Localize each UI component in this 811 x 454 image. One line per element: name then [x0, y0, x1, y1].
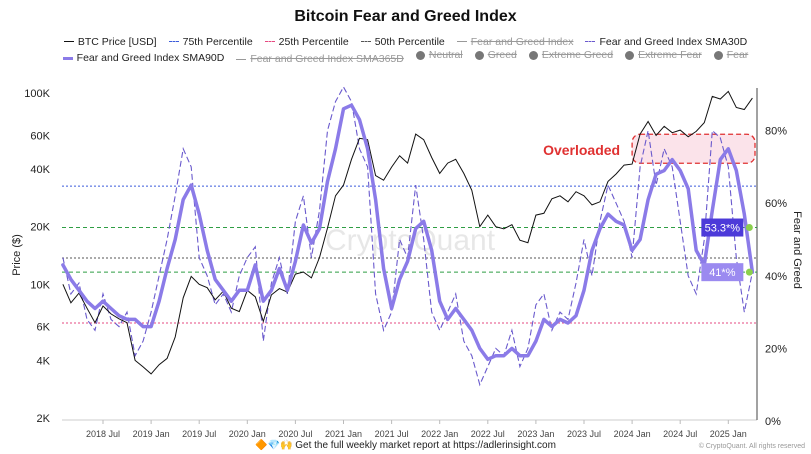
x-tick-label: 2019 Jul — [182, 429, 216, 439]
legend-label: Fear and Greed Index SMA365D — [250, 53, 404, 65]
series-line — [62, 90, 753, 375]
legend-line-icon — [456, 41, 467, 42]
copyright: © CryptoQuant. All rights reserved — [698, 443, 805, 450]
value-label-box — [701, 263, 744, 282]
legend-label: Fear and Greed Index — [470, 35, 574, 48]
value-label: 53.3*% — [705, 223, 741, 235]
legend-label: Extreme Greed — [541, 49, 614, 61]
y-left-tick-label: 10K — [30, 279, 50, 291]
footer-emoji-icons: 🔶💎🙌 — [255, 440, 293, 451]
y-right-tick-label: 80% — [765, 126, 787, 138]
legend-item[interactable]: 25th Percentile — [264, 35, 349, 48]
legend-label: Fear — [726, 49, 749, 61]
x-tick-label: 2020 Jul — [278, 429, 312, 439]
legend-item[interactable]: 75th Percentile — [168, 35, 253, 48]
legend-label: 75th Percentile — [182, 35, 253, 48]
legend-item[interactable]: Greed — [474, 49, 517, 61]
legend-item[interactable]: Fear and Greed Index SMA90D — [62, 52, 225, 64]
x-tick-label: 2022 Jul — [471, 429, 505, 439]
overloaded-annotation: Overloaded — [543, 142, 620, 158]
legend-label: Extreme Fear — [638, 49, 702, 61]
x-tick-label: 2019 Jan — [133, 429, 170, 439]
y-left-tick-label: 4K — [37, 355, 51, 367]
legend-item[interactable]: Fear and Greed Index — [456, 35, 574, 48]
legend-item[interactable]: BTC Price [USD] — [63, 35, 157, 48]
chart-title: Bitcoin Fear and Greed Index — [294, 8, 517, 25]
legend-line-icon — [63, 41, 74, 42]
value-label-box — [701, 218, 744, 237]
legend-row-2: Fear and Greed Index SMA90D Fear and Gree… — [0, 49, 811, 65]
y-left-tick-label: 40K — [30, 164, 50, 176]
x-tick-label: 2021 Jul — [375, 429, 409, 439]
legend-label: Fear and Greed Index SMA30D — [599, 35, 748, 48]
x-tick-label: 2021 Jan — [325, 429, 362, 439]
end-marker — [745, 224, 753, 232]
legend-line-icon — [168, 41, 179, 42]
y-left-tick-label: 2K — [37, 413, 51, 425]
legend-item[interactable]: Fear and Greed Index SMA30D — [585, 36, 747, 48]
legend-item[interactable]: Extreme Fear — [625, 49, 702, 61]
legend-line-icon — [62, 56, 73, 60]
x-tick-label: 2024 Jan — [614, 429, 651, 439]
legend-label: BTC Price [USD] — [77, 35, 157, 48]
x-tick-label: 2020 Jan — [229, 429, 266, 439]
legend-item[interactable]: Neutral — [415, 49, 463, 61]
legend-line-icon — [585, 41, 596, 42]
x-tick-label: 2023 Jan — [517, 429, 554, 439]
legend-line-icon — [360, 41, 371, 42]
legend-dot-icon — [415, 50, 425, 60]
series-line — [61, 103, 755, 362]
y-right-tick-label: 60% — [765, 198, 787, 210]
x-tick-label: 2024 Jul — [663, 429, 697, 439]
footer-link-text[interactable]: Get the full weekly market report at htt… — [295, 440, 556, 451]
legend-label: Greed — [487, 49, 517, 61]
legend-dot-icon — [625, 50, 635, 60]
y-left-tick-label: 6K — [37, 322, 51, 334]
legend-item[interactable]: Fear and Greed Index SMA365D — [236, 53, 404, 65]
legend-line-icon — [236, 58, 247, 60]
footer: 🔶💎🙌 Get the full weekly market report at… — [0, 440, 811, 451]
x-tick-label: 2023 Jul — [567, 429, 601, 439]
x-tick-label: 2025 Jan — [710, 429, 747, 439]
y-left-tick-label: 60K — [30, 130, 50, 142]
legend-label: Fear and Greed Index SMA90D — [76, 52, 225, 64]
y-right-tick-label: 0% — [765, 416, 781, 428]
legend-label: 50th Percentile — [374, 35, 445, 48]
legend-row-1: BTC Price [USD] 75th Percentile 25th Perce… — [0, 33, 811, 48]
end-marker — [745, 268, 753, 276]
legend-dot-icon — [474, 50, 484, 60]
value-label: 41*% — [709, 267, 736, 279]
overloaded-highlight-box — [631, 133, 756, 164]
x-tick-label: 2022 Jan — [421, 429, 458, 439]
series-fear-and-greed-index-sma90d — [61, 103, 755, 362]
legend-dot-icon — [713, 50, 723, 60]
y-left-tick-label: 100K — [24, 88, 50, 100]
legend-label: 25th Percentile — [278, 35, 349, 48]
legend-label: Neutral — [428, 49, 463, 61]
y-left-tick-label: 20K — [30, 222, 50, 234]
x-tick-label: 2018 Jul — [86, 429, 120, 439]
y-left-axis-title: Price ($) — [11, 234, 23, 276]
legend-item[interactable]: Extreme Greed — [528, 49, 614, 61]
legend-dot-icon — [528, 50, 538, 60]
y-right-tick-label: 40% — [765, 271, 787, 283]
legend-item[interactable]: Fear — [713, 49, 749, 61]
legend-line-icon — [264, 41, 275, 42]
y-right-tick-label: 20% — [765, 343, 787, 355]
series-btc-price-usd- — [62, 90, 753, 375]
y-right-axis-title: Fear and Greed — [791, 211, 803, 289]
legend-item[interactable]: 50th Percentile — [360, 35, 445, 48]
